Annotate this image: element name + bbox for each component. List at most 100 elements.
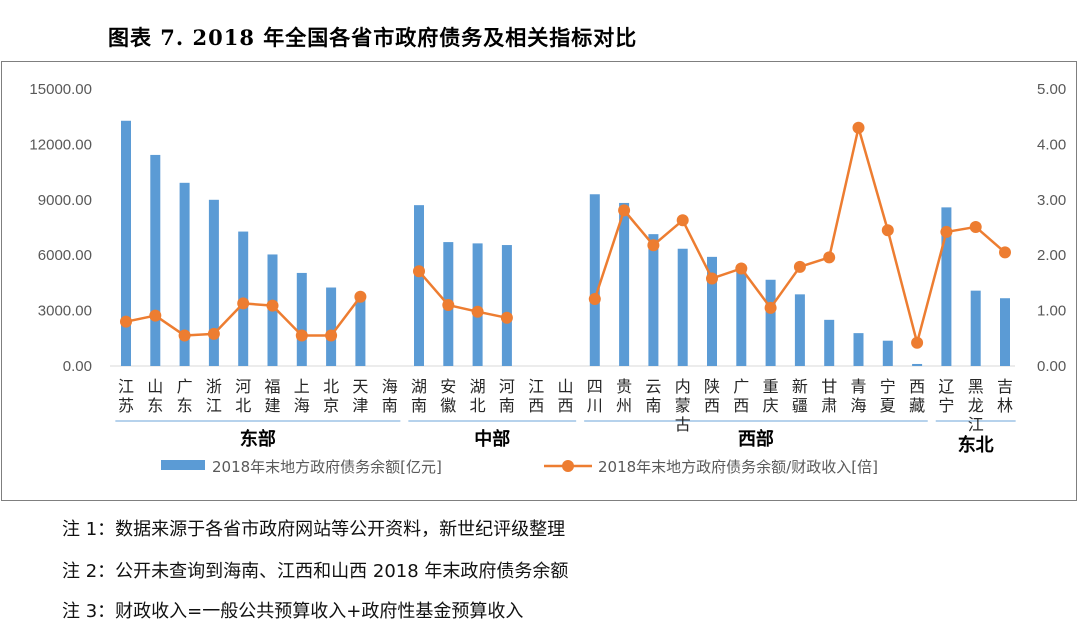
ratio-point	[207, 327, 220, 340]
bar	[882, 340, 893, 366]
category-label: 云南	[645, 377, 661, 415]
bar	[765, 279, 776, 366]
y-right-tick-label: 1.00	[1037, 303, 1066, 320]
bar	[472, 243, 483, 366]
bar	[355, 298, 366, 366]
category-label: 内蒙古	[675, 377, 691, 434]
region-label: 中部	[474, 428, 510, 450]
bar	[501, 245, 512, 366]
ratio-point	[413, 265, 425, 278]
ratio-point	[354, 290, 367, 303]
labels-layer: 0.00 3000.00 6000.00 9000.00 12000.00 15000.0…	[29, 81, 1066, 456]
ratio-point	[442, 299, 455, 312]
bar	[150, 154, 161, 366]
category-label: 福建	[264, 377, 280, 415]
y-left-tick-label: 0.00	[63, 358, 92, 375]
category-label: 陕西	[704, 377, 720, 415]
ratio-point	[325, 329, 338, 342]
y-right-tick-label: 0.00	[1037, 358, 1066, 375]
bar	[179, 182, 190, 366]
y-left-tick-label: 3000.00	[38, 303, 92, 320]
category-label: 河北	[235, 377, 251, 415]
bars-layer	[121, 120, 1010, 366]
y-left-tick-label: 15000.00	[29, 81, 92, 98]
bar	[736, 265, 747, 366]
ratio-point	[266, 299, 279, 312]
bar	[326, 287, 337, 366]
bar	[648, 234, 659, 366]
region-label: 东北	[958, 434, 994, 456]
legend-layer: 2018年末地方政府债务余额[亿元] 2018年末地方政府债务余额/财政收入[倍]	[161, 458, 878, 476]
ratio-point	[735, 262, 748, 275]
ratio-point	[881, 224, 894, 237]
bar	[589, 194, 600, 366]
bar	[824, 319, 835, 366]
note-2: 注 2：公开未查询到海南、江西和山西 2018 年末政府债务余额	[62, 561, 569, 582]
category-label: 安徽	[440, 377, 456, 415]
bar	[794, 294, 805, 366]
ratio-point	[588, 292, 601, 305]
category-label: 重庆	[763, 377, 779, 415]
ratio-point	[295, 329, 308, 342]
ratio-point	[823, 251, 836, 264]
ratio-point	[120, 315, 132, 328]
category-label: 黑龙江	[968, 377, 984, 434]
bar	[970, 290, 981, 366]
y-left-tick-label: 6000.00	[38, 247, 92, 264]
ratio-point	[618, 204, 631, 217]
bar	[912, 363, 923, 366]
ratio-point	[647, 239, 660, 252]
category-label: 河南	[499, 377, 515, 415]
category-label: 江西	[528, 377, 544, 415]
ratio-point	[969, 220, 982, 233]
category-label: 新疆	[792, 377, 808, 415]
category-label: 山东	[147, 377, 163, 415]
category-label: 山西	[557, 377, 573, 415]
category-label: 西藏	[909, 377, 925, 415]
category-label: 天津	[352, 377, 368, 415]
region-label: 东部	[240, 428, 276, 450]
ratio-point	[999, 246, 1011, 259]
category-label: 青海	[850, 377, 866, 415]
category-label: 浙江	[206, 377, 222, 415]
ratio-point	[764, 301, 777, 314]
ratio-point	[237, 297, 250, 310]
bar	[121, 120, 131, 366]
bar	[208, 199, 219, 366]
bar	[853, 333, 864, 366]
axes-layer	[110, 365, 1016, 422]
category-label: 湖北	[470, 377, 486, 415]
legend-line-marker	[562, 460, 574, 472]
category-label: 海南	[382, 377, 398, 415]
ratio-point	[940, 225, 953, 238]
ratio-point	[911, 336, 924, 349]
y-left-tick-label: 12000.00	[29, 136, 92, 153]
line-layer	[120, 121, 1011, 349]
y-left-tick-label: 9000.00	[38, 192, 92, 209]
bar	[677, 248, 688, 366]
ratio-point	[471, 305, 484, 318]
ratio-line	[418, 270, 508, 320]
bar	[296, 272, 307, 366]
ratio-point	[178, 329, 191, 342]
chart-title: 图表 7. 2018 年全国各省市政府债务及相关指标对比	[108, 25, 638, 50]
category-label: 广西	[733, 377, 749, 415]
bar	[619, 202, 630, 366]
category-label: 吉林	[997, 377, 1013, 415]
category-label: 贵州	[616, 377, 632, 415]
category-label: 北京	[323, 377, 339, 415]
ratio-point	[500, 311, 513, 324]
y-right-tick-label: 4.00	[1037, 136, 1066, 153]
bar	[941, 207, 952, 366]
ratio-point	[706, 272, 718, 285]
bar	[707, 256, 717, 366]
y-right-tick-label: 5.00	[1037, 81, 1066, 98]
category-label: 广东	[177, 377, 193, 415]
category-label: 四川	[587, 377, 603, 415]
category-label: 江苏	[118, 377, 134, 415]
legend-bar-label: 2018年末地方政府债务余额[亿元]	[212, 458, 442, 476]
legend-bar-swatch	[161, 460, 205, 470]
category-label: 湖南	[411, 377, 427, 415]
ratio-point	[852, 121, 865, 134]
